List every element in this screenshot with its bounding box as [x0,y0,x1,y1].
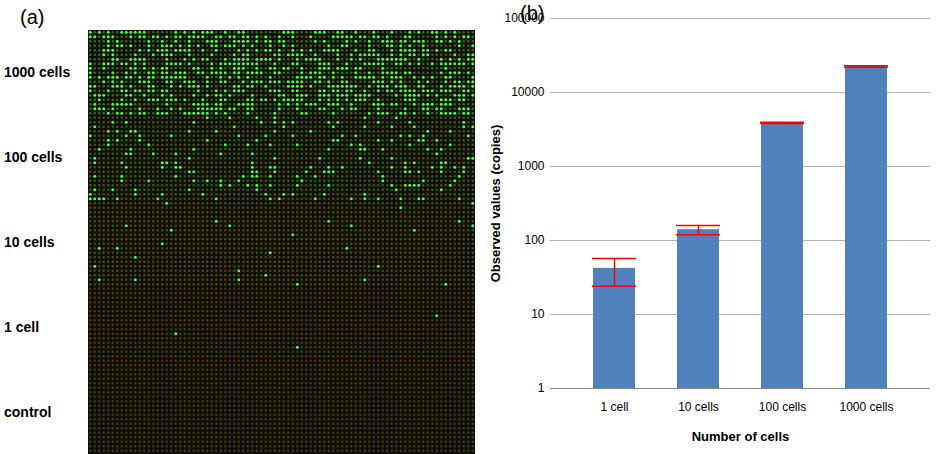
svg-text:1: 1 [538,381,545,395]
svg-text:10000: 10000 [511,85,545,99]
svg-text:100: 100 [524,233,544,247]
svg-text:1 cell: 1 cell [600,400,628,414]
svg-text:Observed values (copies): Observed values (copies) [488,125,503,283]
svg-text:100 cells: 100 cells [4,149,63,165]
svg-text:10 cells: 10 cells [678,400,719,414]
svg-text:100 cells: 100 cells [759,400,806,414]
svg-text:10: 10 [531,307,545,321]
svg-text:1000 cells: 1000 cells [839,400,893,414]
svg-text:control: control [4,404,51,420]
svg-text:1000: 1000 [518,159,545,173]
svg-text:10 cells: 10 cells [4,234,55,250]
svg-text:(a): (a) [20,6,44,28]
svg-text:1 cell: 1 cell [4,319,39,335]
svg-text:1000 cells: 1000 cells [4,64,70,80]
svg-text:100000: 100000 [504,11,544,25]
svg-text:Number of cells: Number of cells [692,429,790,444]
